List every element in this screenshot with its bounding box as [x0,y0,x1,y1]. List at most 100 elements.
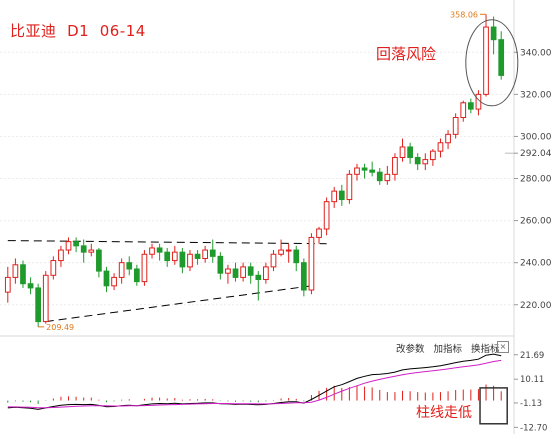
candle-body [96,249,102,272]
price-tick-label: 240.00 [520,259,552,269]
candle-body [354,167,360,175]
candle-body [164,251,171,262]
candle-body [118,262,125,278]
price-tick-label: 320.00 [520,90,552,100]
high-low-labels: 358.06 209.49 [38,10,519,332]
candle-body [437,142,444,152]
resistance-trendline [7,240,327,245]
candlestick [285,243,292,263]
candlestick [156,243,163,261]
price-tick-label: 260.00 [520,217,552,227]
candle-body [445,133,451,144]
macd-tick-label: -1.13 [520,399,542,409]
macd-tick-label: 10.11 [520,375,544,385]
candle-body [156,247,163,253]
candlestick [179,247,186,274]
candlestick [73,237,79,253]
candlestick [323,197,330,236]
candlestick [65,237,72,255]
indicator-toolbar: 改参数 加指标 换指标 [396,341,500,355]
candlestick [50,256,57,280]
candlestick [194,250,201,265]
candlestick [369,161,376,177]
candle-body [232,268,239,278]
candle-body [149,247,155,255]
candle-body [179,251,186,268]
candlestick [316,226,322,244]
candlestick [96,247,102,278]
candlesticks [4,14,505,327]
candle-body [323,201,330,230]
low-label: 209.49 [46,323,74,332]
candlestick [232,262,239,282]
candle-body [126,262,133,270]
candlestick [331,186,338,208]
add-indicator-button[interactable]: 加指标 [433,344,463,355]
candle-body [498,39,505,76]
switch-indicator-button[interactable]: 换指标 [471,344,500,355]
candle-body [209,249,216,257]
candlestick [20,260,26,288]
candlestick [80,239,87,263]
candle-body [4,276,11,293]
candle-body [171,251,178,262]
candlestick [164,247,171,267]
candlestick [445,130,451,150]
dif-line [7,353,502,410]
grid-lines [0,0,515,434]
candlestick [42,271,49,324]
candlestick [118,258,125,284]
candle-body [308,236,315,291]
candlestick [126,256,133,276]
candlestick [308,233,315,295]
candle-body [133,268,140,283]
period-label: D1 [67,22,90,40]
support-trendline [45,285,312,323]
candlestick [202,245,209,263]
candlestick [346,170,353,204]
candle-body [103,270,110,287]
candlestick [27,277,34,295]
candlestick [338,184,345,206]
candle-body [316,228,322,238]
candlestick [399,138,406,162]
candle-body [467,102,474,110]
candle-body [255,274,262,281]
candlestick [490,16,497,55]
high-label: 358.06 [450,10,478,19]
macd-annotation: 柱线走低 [416,405,472,421]
candle-body [202,249,209,259]
candle-body [361,167,368,171]
candle-body [338,190,345,201]
close-icon[interactable]: × [497,341,509,353]
candlestick [149,243,155,259]
candlestick [293,245,300,272]
candle-body [141,253,148,283]
candlestick [407,142,413,164]
candlestick [171,245,178,265]
candle-body [331,190,338,203]
candlestick [414,153,421,171]
candlestick [88,243,95,257]
candle-body [225,268,231,274]
candle-body [346,173,353,201]
candle-body [369,169,376,173]
macd-tick-label: -12.70 [520,423,547,433]
candlestick [35,283,42,327]
candle-body [490,26,497,41]
candle-body [414,156,421,165]
candle-body [12,264,19,278]
candlestick [141,250,148,286]
candlestick [278,239,284,257]
chart-title: 比亚迪 D1 06-14 [10,20,146,41]
edit-params-button[interactable]: 改参数 [396,344,425,355]
candle-body [452,117,459,135]
candlestick [498,31,505,80]
candlestick [392,153,398,181]
candlestick [354,163,360,181]
candle-body [263,266,269,281]
candlestick [240,262,246,282]
candle-body [20,264,26,285]
candle-body [217,255,224,274]
